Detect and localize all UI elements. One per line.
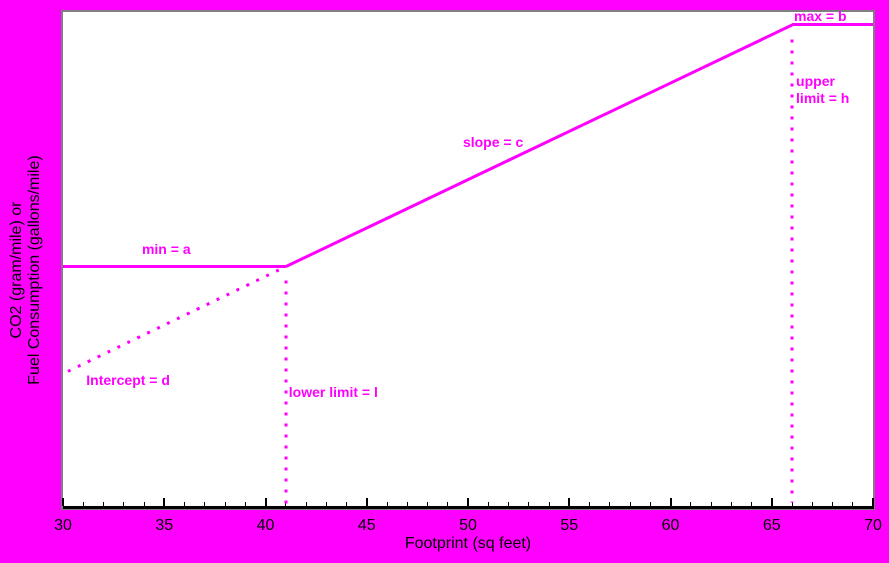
- x-minor-tick: [832, 502, 833, 506]
- x-minor-tick: [406, 502, 408, 506]
- x-minor-tick: [244, 502, 246, 506]
- x-tick-label: 70: [864, 517, 882, 534]
- x-minor-tick: [508, 502, 509, 506]
- x-minor-tick: [305, 502, 307, 506]
- x-major-tick: [264, 498, 267, 506]
- x-minor-tick: [143, 502, 145, 506]
- x-tick-label: 60: [661, 517, 680, 534]
- x-minor-tick: [224, 502, 226, 506]
- standard-curve-segment: [63, 264, 286, 268]
- x-tick-label: 50: [459, 517, 477, 534]
- x-minor-tick: [629, 502, 631, 506]
- x-tick-label: 55: [560, 517, 579, 534]
- x-axis-line: [63, 506, 874, 509]
- x-minor-tick: [325, 502, 327, 506]
- x-minor-tick: [184, 502, 185, 506]
- x-tick-label: 40: [256, 517, 275, 534]
- x-minor-tick: [852, 502, 854, 506]
- x-minor-tick: [386, 502, 388, 506]
- upper-limit-label: upper limit = h: [796, 73, 850, 106]
- x-tick-label: 65: [762, 517, 781, 534]
- x-minor-tick: [487, 502, 489, 506]
- x-major-tick: [770, 498, 773, 506]
- x-minor-tick: [649, 502, 651, 506]
- x-tick-label: 45: [357, 517, 376, 534]
- x-minor-tick: [204, 502, 206, 506]
- x-minor-tick: [791, 502, 793, 506]
- y-axis-title: CO2 (gram/mile) or Fuel Consumption (gal…: [8, 155, 43, 385]
- x-minor-tick: [427, 502, 428, 506]
- x-minor-tick: [751, 502, 752, 506]
- upper-limit-guide-segment: [790, 31, 794, 504]
- x-axis-title: Footprint (sq feet): [404, 535, 532, 552]
- max-label: max = b: [794, 8, 847, 25]
- x-tick-label: 35: [155, 517, 174, 534]
- x-minor-tick: [548, 502, 550, 506]
- slope-label: slope = c: [462, 134, 524, 151]
- x-major-tick: [568, 498, 571, 506]
- x-minor-tick: [346, 502, 347, 506]
- x-tick-label: 30: [54, 517, 72, 534]
- x-minor-tick: [447, 502, 449, 506]
- x-major-tick: [365, 498, 368, 506]
- x-major-tick: [669, 498, 672, 506]
- x-minor-tick: [82, 502, 84, 506]
- x-minor-tick: [609, 502, 611, 506]
- x-minor-tick: [730, 502, 732, 506]
- x-minor-tick: [103, 502, 104, 506]
- x-major-tick: [467, 498, 469, 506]
- x-minor-tick: [123, 502, 125, 506]
- x-major-tick: [872, 498, 874, 506]
- x-minor-tick: [285, 502, 287, 506]
- lower-limit-guide-segment: [284, 272, 288, 504]
- intercept-label: Intercept = d: [86, 371, 170, 388]
- x-minor-tick: [690, 502, 692, 506]
- plot-area: [61, 10, 875, 510]
- x-major-tick: [62, 498, 64, 506]
- x-minor-tick: [811, 502, 813, 506]
- x-minor-tick: [528, 502, 530, 506]
- x-minor-tick: [710, 502, 712, 506]
- lower-limit-label: lower limit = l: [288, 383, 378, 400]
- x-major-tick: [163, 498, 166, 506]
- standard-curve-segment: [792, 23, 873, 27]
- x-minor-tick: [589, 502, 590, 506]
- min-label: min = a: [141, 240, 191, 257]
